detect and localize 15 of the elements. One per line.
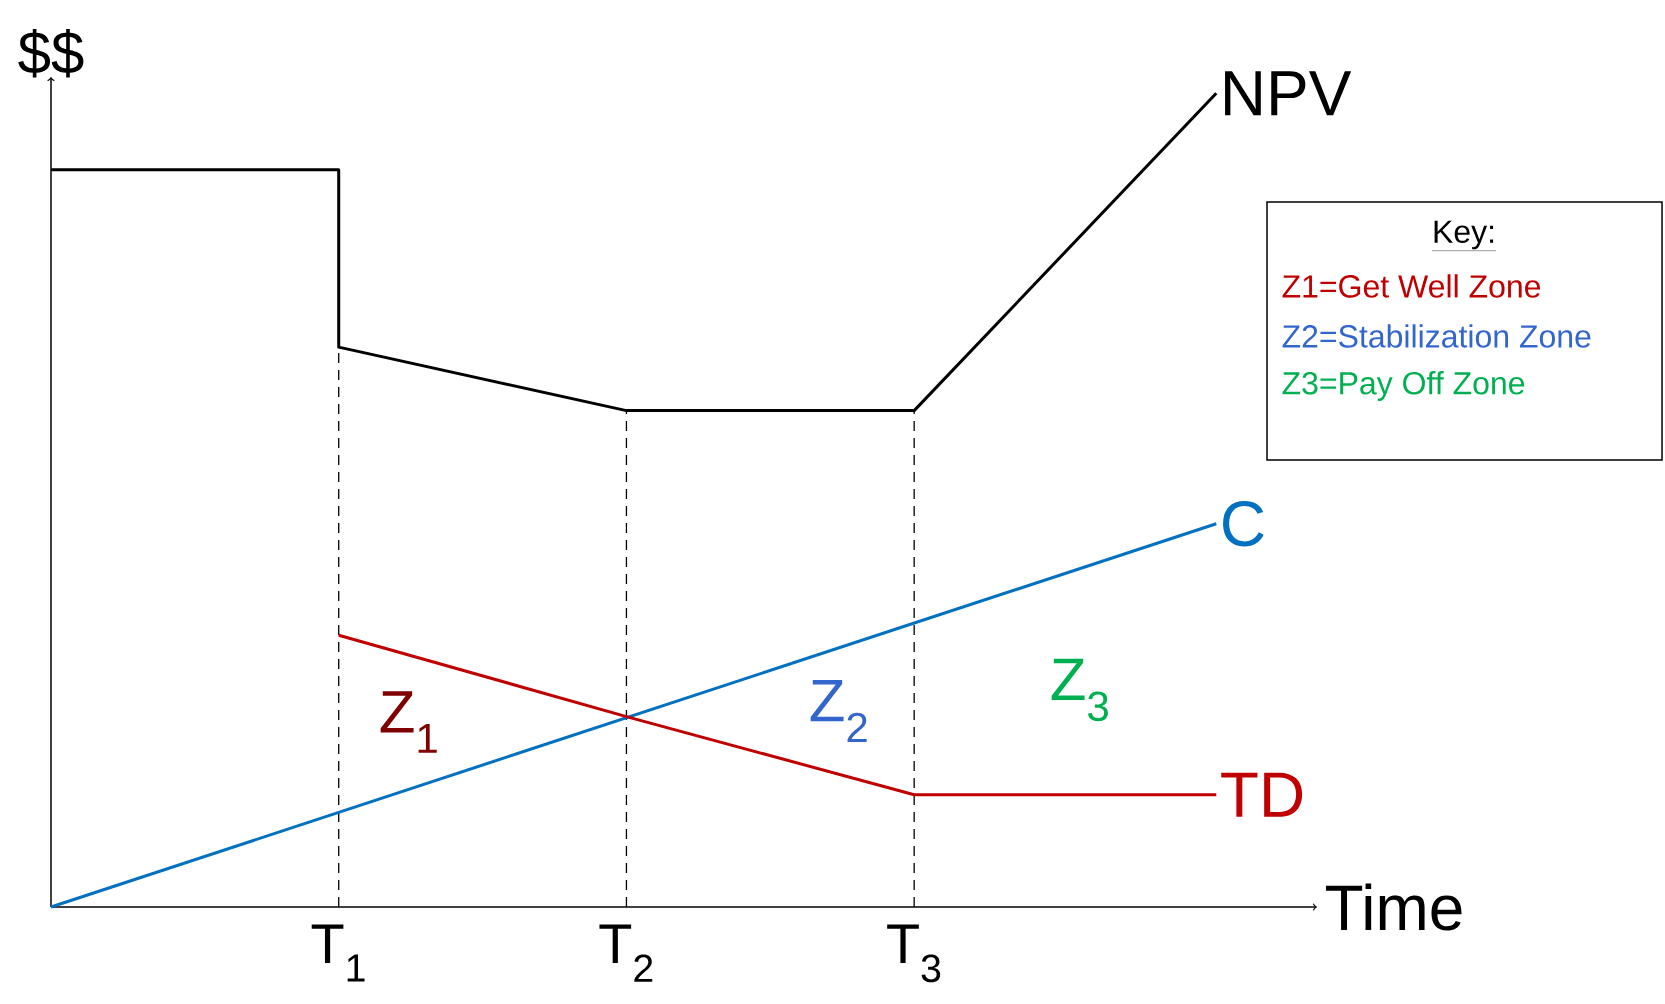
- text: Key:: [1434, 220, 1494, 250]
- annotation: Z2=Stabilization Zone: [1282, 324, 1591, 348]
- series-label: TD: [1221, 772, 1303, 817]
- annotation: Z$_{3}$: [1051, 658, 1108, 722]
- y-axis-title: $$: [18, 28, 84, 78]
- x-tick-label: T$_{2}$: [599, 924, 653, 982]
- annotation: Z$_{1}$: [380, 691, 437, 753]
- series-label: C: [1223, 501, 1264, 547]
- annotation: Z3=Pay Off Zone: [1282, 371, 1525, 401]
- annotation: Z$_{2}$: [810, 679, 867, 743]
- x-axis-title: Time: [1325, 883, 1462, 931]
- annotation: Z1=Get Well Zone: [1282, 274, 1541, 298]
- x-tick-label: T$_{3}$: [887, 924, 941, 983]
- x-tick-label: T$_{1}$: [311, 924, 365, 982]
- series-label: NPV: [1225, 71, 1352, 116]
